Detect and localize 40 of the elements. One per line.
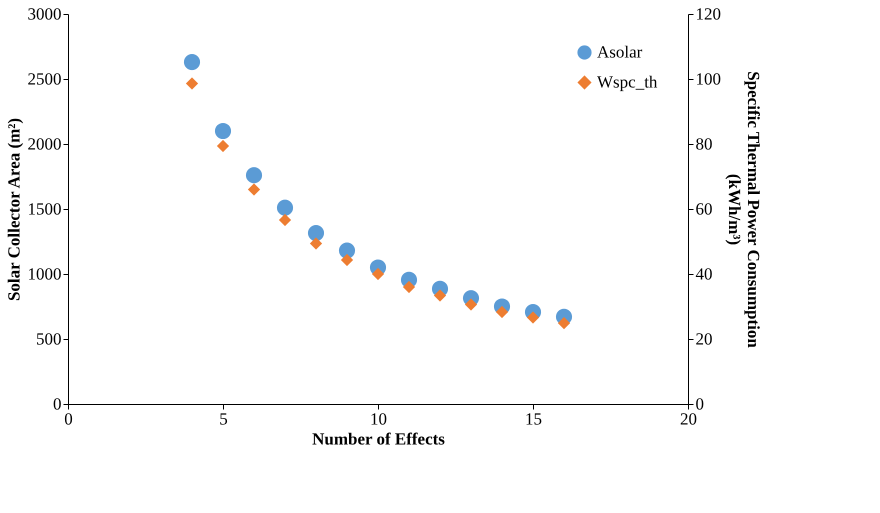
y2-tick-label: 40 [696, 264, 712, 284]
y2-tick-label: 80 [696, 134, 712, 154]
point [276, 200, 294, 216]
point [558, 316, 570, 330]
y-tick-label: 1500 [28, 200, 62, 218]
y-tick-label: 1000 [28, 264, 62, 284]
legend-label: Wspc_th [597, 72, 658, 92]
point [278, 214, 292, 226]
point [402, 280, 416, 294]
point [248, 183, 260, 196]
point [310, 237, 322, 250]
point [340, 254, 354, 266]
point [186, 77, 198, 90]
x-tick-label: 5 [219, 410, 228, 428]
legend-label: Asolar [597, 42, 643, 62]
y2-tick-label: 100 [696, 70, 721, 88]
point [216, 140, 230, 152]
y-axis-title: Solar Collector Area (m²) [4, 118, 24, 302]
y-tick-label: 3000 [28, 4, 62, 24]
y2-axis-title: Specific Thermal Power Consumption (kWh/m³) [725, 71, 763, 348]
point [434, 289, 446, 302]
point [308, 225, 324, 242]
x-tick-label: 10 [370, 410, 387, 428]
x-axis-title: Number of Effects [312, 430, 446, 448]
point [214, 122, 232, 140]
y2-tick-label: 20 [696, 330, 712, 348]
x-tick-label: 0 [64, 410, 73, 428]
x-tick-label: 15 [525, 410, 542, 428]
y-tick-label: 2500 [28, 70, 62, 88]
y-tick-label: 2000 [28, 134, 62, 154]
y2-tick-label: 0 [696, 394, 704, 414]
point [464, 298, 478, 311]
point [246, 167, 262, 184]
point [372, 268, 384, 280]
point [184, 54, 200, 70]
y-tick-label: 500 [36, 330, 62, 348]
x-tick-label: 20 [680, 410, 697, 428]
y2-tick-label: 60 [696, 200, 712, 218]
y-tick-label: 0 [53, 394, 62, 414]
y2-tick-label: 120 [696, 4, 721, 24]
